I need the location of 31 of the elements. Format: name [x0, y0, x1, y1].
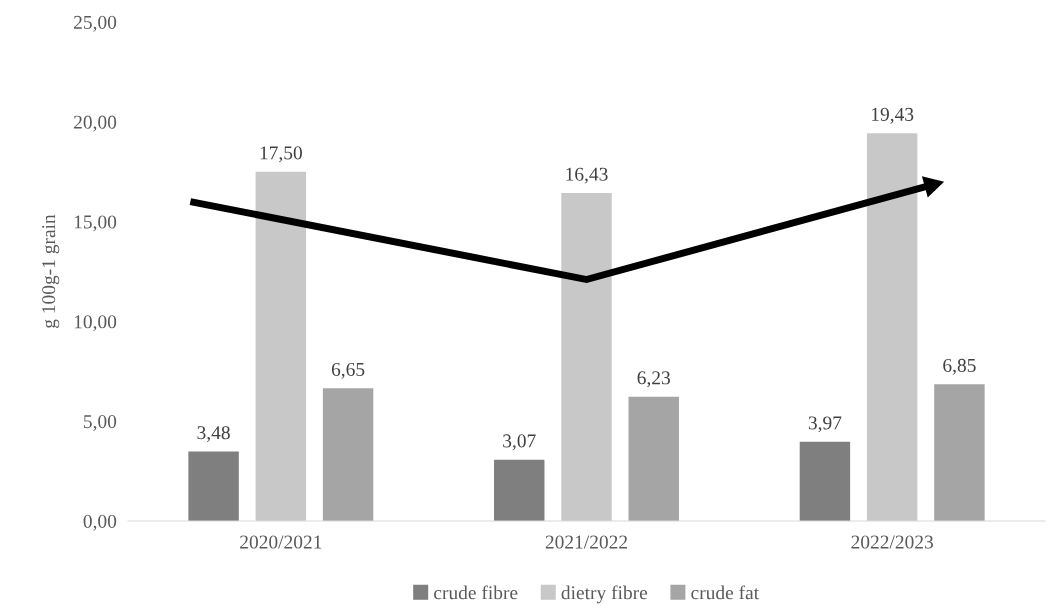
text: 17,50 [260, 146, 302, 163]
text: 16,43 [566, 167, 608, 184]
bar [866, 133, 918, 521]
text: 6,85 [943, 358, 976, 375]
text: 6,23 [637, 371, 670, 388]
y-tick-label: 10,00 [74, 315, 117, 332]
y-tick-label: 5,00 [83, 415, 117, 431]
bar [628, 396, 679, 521]
x-tick-label: 2022/2023 [851, 535, 933, 549]
bar [322, 388, 374, 521]
legend-label: crude fat [691, 585, 759, 600]
text: 3,97 [808, 416, 842, 433]
y-tick-label: 25,00 [73, 15, 117, 32]
y-tick-label: 20,00 [73, 115, 117, 132]
bar [799, 441, 851, 521]
bar [494, 459, 545, 521]
bar [561, 193, 612, 521]
text: 19,43 [872, 107, 914, 124]
legend-label: dietry fibre [561, 585, 648, 604]
y-axis-title: g 100g-1 grain [42, 214, 60, 328]
y-tick-label: 0,00 [83, 514, 117, 531]
y-tick-label: 15,00 [74, 215, 117, 232]
text: 3,48 [197, 426, 230, 443]
legend-label: crude fibre [434, 585, 518, 600]
bar [934, 384, 985, 521]
bar [188, 451, 239, 521]
bar [255, 171, 307, 521]
x-tick-label: 2021/2022 [545, 535, 628, 549]
text: 3,07 [503, 434, 536, 451]
x-tick-label: 2020/2021 [240, 535, 322, 549]
text: 6,65 [331, 362, 365, 379]
